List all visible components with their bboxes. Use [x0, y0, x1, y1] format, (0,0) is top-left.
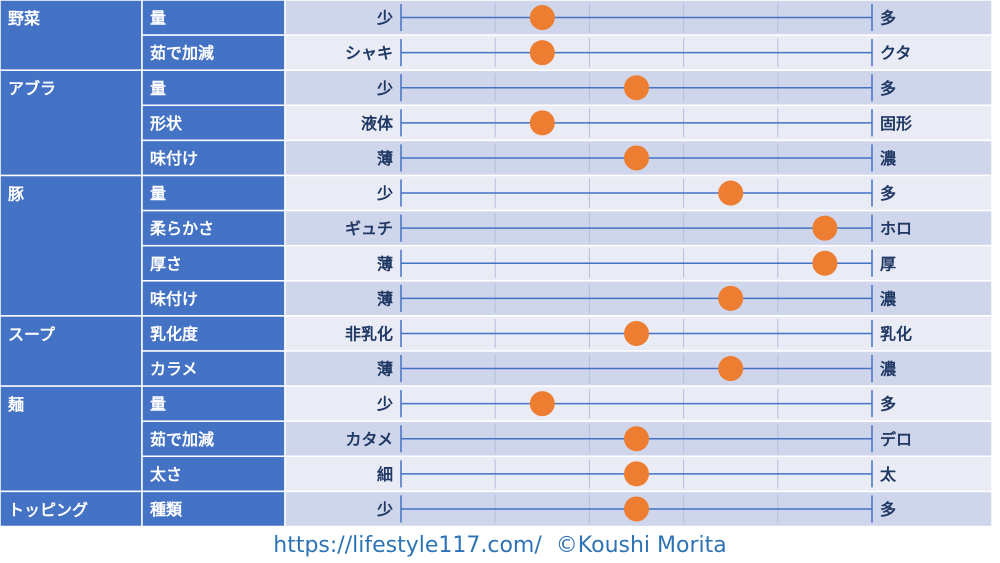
scale-high-label: 固形	[880, 114, 912, 133]
rating-marker	[812, 215, 838, 241]
scale-high-label: 多	[880, 79, 896, 98]
attribute-cell	[141, 420, 286, 458]
scale-low-label: 薄	[377, 289, 393, 308]
scale-high-label: 多	[880, 500, 896, 519]
attribute-cell	[141, 139, 286, 177]
rating-marker	[624, 320, 649, 346]
category-cell	[0, 174, 143, 317]
rating-marker	[718, 180, 744, 206]
scale-low-label: 少	[376, 500, 393, 519]
attribute-label: 太さ	[149, 465, 182, 484]
scale-low-label: 薄	[377, 149, 393, 168]
rating-marker	[624, 496, 649, 522]
scale-low-label: 少	[376, 395, 393, 414]
category-label: スープ	[8, 325, 56, 344]
scale-low-label: 非乳化	[345, 324, 393, 343]
scale-low-label: 少	[376, 184, 393, 203]
footer-credit: ©Koushi Morita	[555, 533, 727, 558]
category-label: 野菜	[8, 9, 40, 28]
attribute-label: 味付け	[150, 289, 198, 308]
footer-url[interactable]: https://lifestyle117.com/	[273, 533, 542, 558]
rating-marker	[624, 145, 649, 171]
rating-marker	[529, 110, 555, 136]
attribute-cell	[141, 350, 286, 387]
category-label: 豚	[8, 185, 24, 204]
attribute-cell	[141, 455, 286, 493]
attribute-label: 量	[150, 79, 166, 98]
category-cell	[0, 315, 143, 387]
scale-low-label: 液体	[361, 114, 394, 133]
category-cell	[0, 69, 143, 177]
rating-marker	[529, 40, 555, 66]
attribute-cell	[141, 315, 286, 352]
scale-low-label: 薄	[377, 360, 393, 379]
category-cell	[0, 385, 143, 493]
scale-low-label: 細	[377, 465, 393, 484]
attribute-label: 厚さ	[150, 254, 182, 273]
scale-high-label: 多	[880, 395, 896, 414]
attribute-label: 種類	[150, 500, 183, 519]
attribute-cell	[141, 0, 286, 36]
category-label: トッピング	[8, 500, 88, 519]
attribute-label: 量	[150, 184, 166, 203]
rating-marker	[624, 426, 649, 452]
attribute-label: 量	[150, 9, 166, 28]
scale-high-label: 厚	[880, 254, 896, 273]
category-cell	[0, 490, 143, 528]
attribute-label: カラメ	[150, 360, 198, 379]
rating-marker	[624, 75, 649, 101]
footer: https://lifestyle117.com/ ©Koushi Morita	[0, 528, 1000, 563]
attribute-label: 柔らかさ	[149, 219, 214, 238]
attribute-label: 量	[150, 395, 166, 414]
attribute-label: 味付け	[150, 149, 198, 168]
scale-high-label: 濃	[880, 289, 897, 308]
scale-low-label: 少	[376, 9, 393, 28]
rating-marker	[529, 391, 555, 417]
scale-high-label: 太	[879, 465, 897, 484]
rating-marker	[718, 356, 744, 382]
rating-marker	[812, 250, 838, 276]
scale-low-label: 少	[376, 79, 393, 98]
scale-high-label: 多	[880, 9, 896, 28]
rating-marker	[624, 461, 649, 487]
scale-high-label: 乳化	[880, 324, 912, 343]
ramen-preference-chart: 野菜量少多茹で加減 シャキ クタアブラ量少多形状 液体 固形味付け薄濃豚量少多柔らかさギ…	[0, 0, 993, 528]
category-label: 麺	[7, 395, 24, 414]
scale-low-label: シャキ	[345, 44, 393, 63]
scale-high-label: 濃	[880, 360, 897, 379]
attribute-cell	[141, 244, 286, 282]
scale-low-label: ギュチ	[345, 219, 393, 238]
rating-marker	[718, 285, 744, 311]
scale-high-label: クタ	[880, 44, 911, 63]
scale-low-label: カタメ	[345, 430, 393, 449]
scale-high-label: ホロ	[880, 219, 912, 238]
attribute-cell	[141, 69, 286, 107]
scale-high-label: 多	[880, 184, 896, 203]
attribute-label: 形状	[150, 114, 183, 133]
scale-high-label: デロ	[880, 430, 912, 449]
scale-low-label: 薄	[377, 254, 393, 273]
rating-marker	[529, 5, 555, 31]
attribute-label: 茹で加減	[150, 430, 214, 449]
scale-high-label: 濃	[880, 149, 897, 168]
attribute-label: 乳化度	[150, 324, 199, 343]
category-label: アブラ	[8, 79, 56, 98]
attribute-label: 茹で加減	[150, 44, 214, 63]
